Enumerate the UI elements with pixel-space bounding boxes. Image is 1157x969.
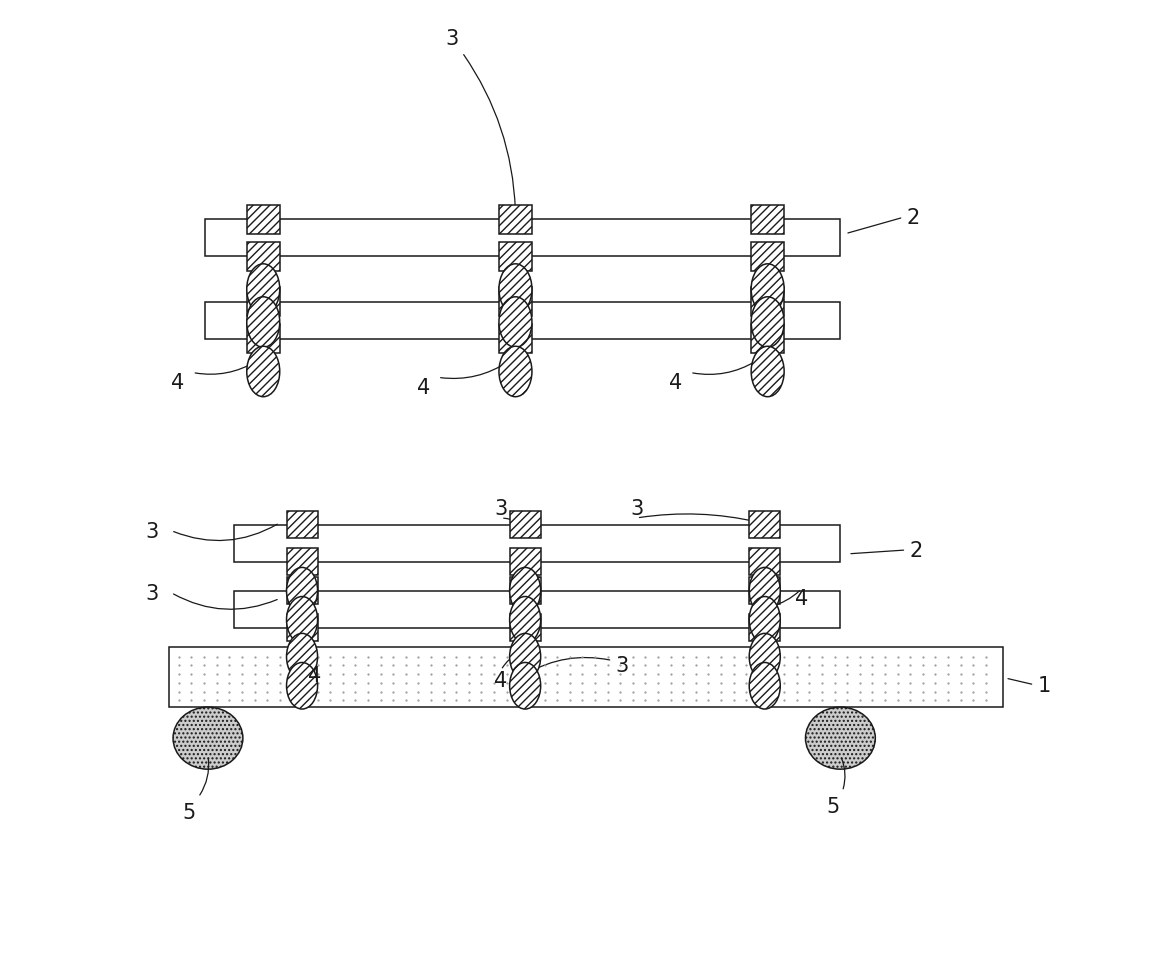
- Bar: [750, 614, 780, 641]
- Bar: [751, 205, 784, 234]
- Text: 3: 3: [145, 583, 159, 603]
- Ellipse shape: [287, 663, 317, 709]
- Bar: [246, 242, 280, 271]
- Bar: [750, 548, 780, 576]
- Ellipse shape: [750, 634, 780, 680]
- Bar: [246, 288, 280, 317]
- Text: 3: 3: [145, 521, 159, 541]
- Ellipse shape: [287, 568, 317, 614]
- Ellipse shape: [499, 265, 532, 315]
- Bar: [205, 302, 840, 339]
- Ellipse shape: [499, 347, 532, 397]
- Bar: [287, 548, 317, 576]
- Text: 5: 5: [182, 802, 196, 822]
- Ellipse shape: [509, 663, 540, 709]
- Bar: [499, 325, 532, 354]
- Ellipse shape: [509, 597, 540, 643]
- Bar: [205, 220, 840, 257]
- Bar: [499, 205, 532, 234]
- Bar: [287, 512, 317, 539]
- Bar: [246, 325, 280, 354]
- Text: 2: 2: [909, 541, 922, 560]
- Text: 5: 5: [826, 797, 839, 816]
- Ellipse shape: [499, 297, 532, 348]
- Ellipse shape: [246, 347, 280, 397]
- Bar: [499, 288, 532, 317]
- Bar: [750, 512, 780, 539]
- Ellipse shape: [246, 265, 280, 315]
- Ellipse shape: [750, 597, 780, 643]
- Bar: [509, 578, 540, 605]
- Ellipse shape: [287, 634, 317, 680]
- Text: 1: 1: [1038, 675, 1051, 695]
- Ellipse shape: [805, 707, 876, 769]
- Bar: [509, 548, 540, 576]
- Ellipse shape: [174, 707, 243, 769]
- Text: 2: 2: [907, 208, 920, 228]
- Bar: [234, 591, 840, 628]
- Ellipse shape: [287, 597, 317, 643]
- Bar: [246, 205, 280, 234]
- Ellipse shape: [750, 568, 780, 614]
- Text: 4: 4: [669, 373, 683, 392]
- Bar: [751, 325, 784, 354]
- Text: 4: 4: [171, 373, 184, 392]
- Ellipse shape: [751, 265, 784, 315]
- Ellipse shape: [750, 663, 780, 709]
- Text: 4: 4: [417, 378, 430, 397]
- Ellipse shape: [509, 634, 540, 680]
- Bar: [751, 288, 784, 317]
- Text: 4: 4: [494, 671, 508, 690]
- Text: 3: 3: [445, 29, 459, 48]
- Text: 3: 3: [494, 499, 508, 518]
- Ellipse shape: [509, 568, 540, 614]
- Bar: [287, 614, 317, 641]
- Text: 4: 4: [795, 589, 809, 609]
- Bar: [499, 242, 532, 271]
- Text: 3: 3: [616, 656, 628, 675]
- Ellipse shape: [246, 297, 280, 348]
- Ellipse shape: [751, 297, 784, 348]
- Bar: [509, 512, 540, 539]
- Bar: [509, 614, 540, 641]
- Bar: [169, 647, 1003, 707]
- Bar: [750, 578, 780, 605]
- Bar: [234, 525, 840, 562]
- Text: 3: 3: [631, 499, 643, 518]
- Bar: [287, 578, 317, 605]
- Text: 4: 4: [308, 666, 322, 685]
- Bar: [751, 242, 784, 271]
- Ellipse shape: [751, 347, 784, 397]
